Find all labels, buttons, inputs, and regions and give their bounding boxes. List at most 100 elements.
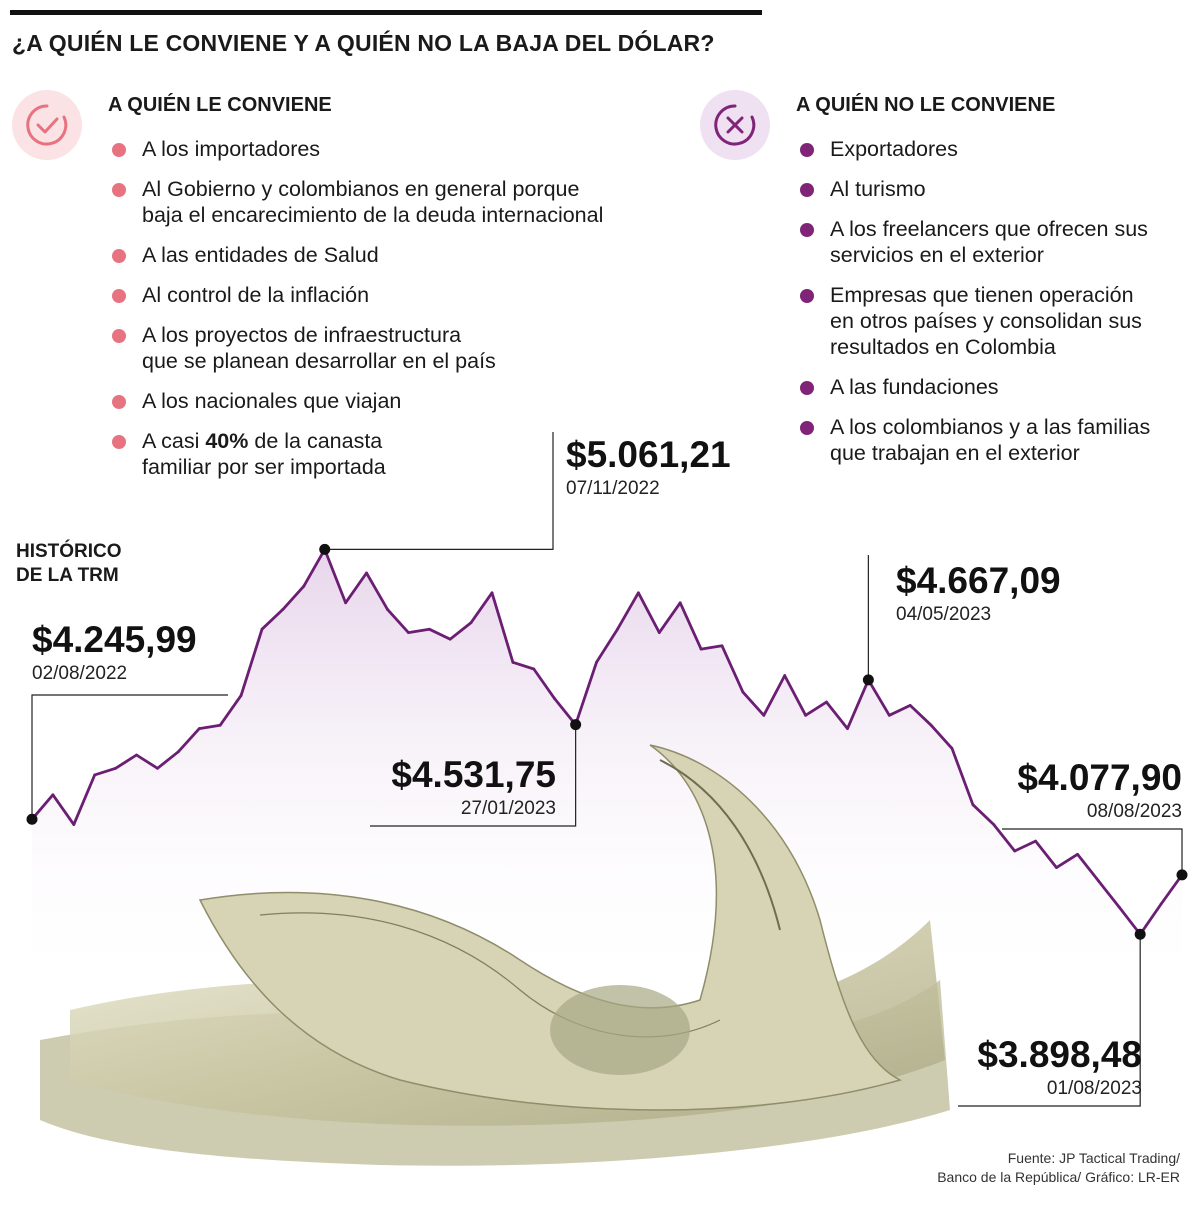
callout-value: $4.245,99 [32, 619, 197, 660]
data-point [741, 690, 745, 694]
callout-value: $4.667,09 [896, 560, 1061, 601]
data-point [783, 674, 787, 677]
callout-marker [1134, 928, 1146, 940]
data-point [762, 713, 766, 717]
data-point [1055, 866, 1058, 869]
chart-title: HISTÓRICO DE LA TRM [16, 541, 122, 586]
callout-date: 04/05/2023 [896, 604, 991, 625]
data-point [950, 747, 954, 750]
callout-value: $3.898,48 [977, 1034, 1142, 1075]
data-point [657, 631, 661, 634]
favorable-list: A los importadores Al Gobierno y colombi… [108, 136, 603, 494]
data-point [825, 700, 828, 704]
list-item: Al control de la inflación [108, 282, 603, 308]
callout-date: 02/08/2022 [32, 663, 127, 684]
data-point [1076, 852, 1079, 856]
bullet-icon [112, 249, 126, 263]
money-illustration [40, 744, 950, 1166]
bullet-icon [112, 395, 126, 409]
data-point [908, 703, 912, 707]
list-item: Empresas que tienen operación en otros p… [796, 282, 1150, 360]
list-item: A los nacionales que viajan [108, 388, 603, 414]
data-point [1117, 905, 1121, 909]
data-point [448, 637, 452, 641]
callout-leader [324, 432, 554, 550]
data-point [260, 627, 264, 631]
check-circle-icon [12, 90, 82, 160]
data-point [51, 793, 55, 797]
list-item: A los colombianos y a las familias que t… [796, 414, 1150, 466]
top-rule [10, 10, 762, 15]
bullet-icon [800, 223, 814, 237]
data-point [239, 694, 243, 697]
bullet-icon [112, 329, 126, 343]
callout-marker [862, 674, 874, 686]
data-point [281, 607, 285, 611]
list-item: A las entidades de Salud [108, 242, 603, 268]
data-point [218, 723, 222, 727]
callout-marker [26, 813, 38, 825]
list-item: A los proyectos de infraestructura que s… [108, 322, 603, 374]
unfavorable-heading: A QUIÉN NO LE CONVIENE [796, 94, 1056, 116]
bullet-icon [800, 183, 814, 197]
list-item: Al turismo [796, 176, 1150, 202]
data-point [616, 627, 619, 631]
favorable-heading: A QUIÉN LE CONVIENE [108, 94, 332, 116]
data-point [469, 621, 473, 625]
callout-date: 08/08/2023 [1087, 801, 1182, 822]
data-point [1159, 902, 1163, 906]
data-point [135, 753, 138, 757]
callout-leader [1002, 828, 1183, 875]
data-point [720, 644, 724, 648]
callout-value: $4.077,90 [1017, 757, 1182, 798]
bullet-icon [800, 421, 814, 435]
data-point [846, 727, 849, 730]
data-point [93, 773, 97, 777]
data-point [804, 713, 808, 717]
data-point [365, 571, 368, 575]
bullet-icon [800, 143, 814, 157]
data-point [406, 631, 410, 634]
trm-line [30, 548, 1184, 936]
data-point [511, 660, 515, 664]
list-item: A los importadores [108, 136, 603, 162]
callout-date: 27/01/2023 [461, 798, 556, 819]
callout-marker [570, 719, 582, 731]
data-point [156, 766, 159, 770]
data-point [344, 601, 348, 605]
page-title: ¿A QUIÉN LE CONVIENE Y A QUIÉN NO LA BAJ… [12, 30, 715, 56]
callout-value: $4.531,75 [391, 754, 556, 795]
data-point [636, 591, 640, 595]
unfavorable-list: Exportadores Al turismo A los freelancer… [796, 136, 1150, 480]
callout-marker [1176, 869, 1188, 881]
data-point [114, 766, 118, 770]
data-point [72, 823, 76, 826]
data-point [929, 723, 933, 727]
data-point [699, 647, 703, 651]
data-point [1013, 849, 1017, 853]
trm-points [30, 547, 1184, 936]
data-point [1034, 839, 1038, 843]
x-circle-icon [700, 90, 770, 160]
data-point [678, 601, 682, 605]
list-item: A las fundaciones [796, 374, 1150, 400]
callout-leader [370, 724, 577, 827]
trm-area [32, 549, 1182, 1000]
bullet-icon [800, 381, 814, 395]
data-point [427, 627, 431, 631]
data-point [595, 660, 598, 664]
data-point [971, 803, 975, 807]
callout-marker [319, 543, 331, 555]
callout-value: $5.061,21 [566, 434, 731, 475]
callout-leader [31, 694, 228, 820]
data-point [302, 584, 306, 588]
data-point [1096, 879, 1100, 883]
data-point [532, 667, 536, 671]
data-point [386, 607, 389, 611]
list-item: A los freelancers que ofrecen sus servic… [796, 216, 1150, 268]
data-point [197, 727, 201, 730]
callouts: $4.245,99 02/08/2022 $5.061,21 07/11/2022 $4… [26, 434, 1188, 1099]
data-point [887, 713, 891, 717]
bullet-icon [112, 143, 126, 157]
